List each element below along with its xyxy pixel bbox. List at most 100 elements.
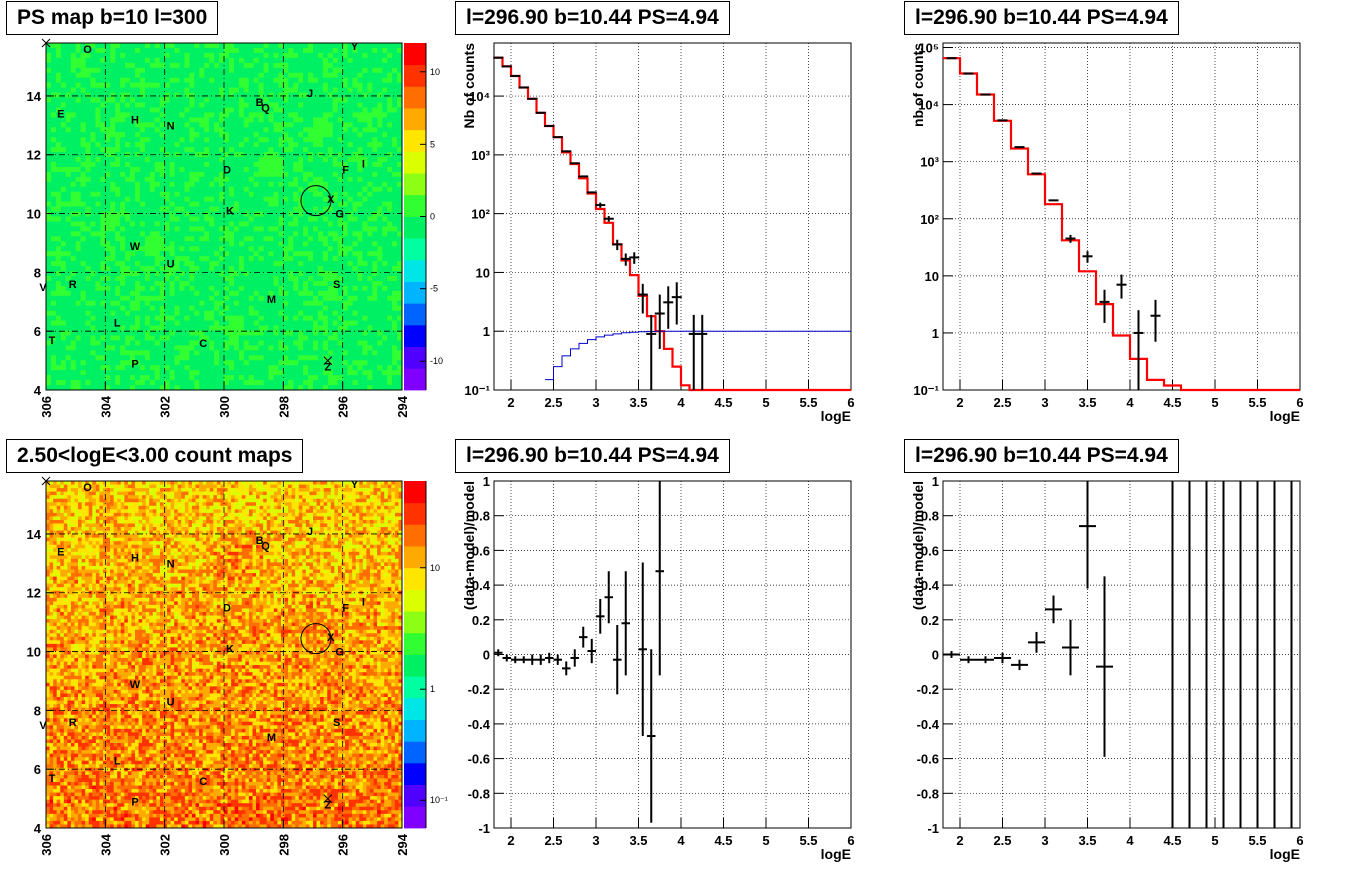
ps-map-cell [85,112,91,118]
ps-map-cell [273,186,279,193]
ps-map-cell [263,117,269,123]
ps-map-cell [189,132,195,138]
ps-map-cell [392,251,398,257]
ps-map-cell [120,280,126,287]
ps-map-cell [298,191,304,198]
ps-map-cell [149,211,156,217]
ps-map-cell [189,325,195,331]
ps-map-cell [337,211,344,217]
ps-map-cell [258,305,264,312]
ps-map-cell [130,147,136,153]
ps-map-cell [263,107,269,113]
ps-map-cell [110,57,116,64]
ps-map-cell [120,206,126,212]
ps-map-cell [322,62,329,69]
ps-map-cell [80,117,86,123]
ps-map-cell [332,181,339,188]
ps-map-cell [75,241,82,247]
ps-map-cell [308,275,314,282]
ps-map-cell [387,87,393,93]
ps-map-cell [327,107,334,113]
ps-map-cell [130,231,136,237]
ps-map-cell [184,226,190,232]
ps-map-cell [224,206,230,212]
ps-map-cell [80,290,86,297]
ps-map-cell [105,320,111,326]
ps-map-cell [209,305,215,312]
ps-map-cell [303,236,309,242]
ps-map-cell [120,350,126,356]
ps-map-cell [174,181,180,188]
ps-map-cell [194,246,200,252]
ps-map-cell [352,355,358,361]
ps-map-cell [159,132,166,138]
ps-map-cell [65,72,72,79]
ps-map-cell [70,107,77,113]
ps-map-cell [80,335,86,341]
ps-map-cell [105,256,111,262]
ps-map-cell [303,330,309,336]
ps-map-cell [273,275,279,282]
ps-map-cell [283,157,289,163]
ps-map-cell [248,246,255,252]
ps-map-cell [169,181,175,188]
ps-map-cell [120,285,126,292]
ps-map-cell [362,335,368,341]
ps-map-cell [105,97,111,103]
ps-map-cell [224,191,230,198]
ps-map-cell [154,72,161,79]
ps-map-cell [214,355,220,361]
ps-map-cell [278,335,284,341]
ps-map-cell [387,82,393,89]
ps-map-cell [80,320,86,326]
ps-map-cell [332,171,339,178]
ps-map-cell [125,231,131,237]
ps-map-cell [332,330,339,336]
ps-map-cell [238,181,245,188]
ps-map-cell [298,142,304,148]
ps-map-cell [164,191,171,198]
ps-map-cell [228,171,235,178]
ps-map-cell [60,72,67,79]
ps-map-cell [120,67,126,74]
ps-map-cell [397,241,403,247]
ps-map-cell [362,365,368,371]
ps-map-cell [288,201,294,207]
ps-map-cell [387,157,393,163]
ps-map-cell [174,251,180,257]
ps-map-cell [263,161,269,168]
ps-map-cell [219,335,225,341]
ps-map-cell [313,246,319,252]
ps-map-cell [397,191,403,198]
ps-map-cell [238,77,245,84]
ps-map-cell [273,211,279,217]
ps-map-cell [110,127,116,133]
ps-map-cell [362,201,368,207]
ps-map-cell [120,132,126,138]
ps-map-cell [377,157,383,163]
ps-map-cell [367,380,373,386]
ps-map-cell [80,102,86,108]
ps-map-cell [313,315,319,321]
ps-map-cell [243,181,250,188]
ps-map-cell [154,161,161,168]
ps-map-cell [110,385,116,391]
ps-map-cell [347,191,353,198]
ps-map-cell [125,360,131,366]
ps-map-cell [55,300,62,307]
ps-map-cell [144,161,151,168]
ps-map-cell [164,231,171,237]
ps-map-cell [382,132,388,138]
ps-map-cell [362,43,368,49]
ps-map-cell [283,112,289,118]
ps-map-cell [209,191,215,198]
ps-map-cell [46,67,52,74]
ps-map-cell [233,181,240,188]
ps-map-cell [46,251,52,257]
ps-map-cell [95,97,101,103]
ps-map-cell [288,360,294,366]
ps-map-cell [65,261,72,267]
ps-map-cell [303,147,309,153]
ps-map-cell [169,300,175,307]
ps-map-cell [125,315,131,321]
